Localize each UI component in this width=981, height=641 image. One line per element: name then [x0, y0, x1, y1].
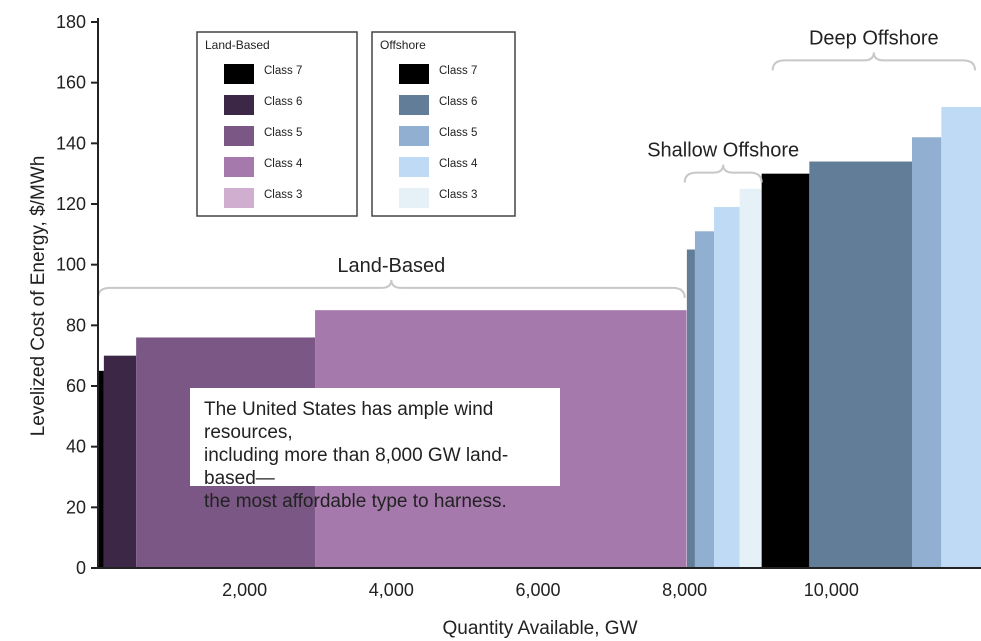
y-tick-label: 40 [66, 437, 86, 457]
legends-group: Land-Based Class 7 Class 6 Class 5 Class 4 Cl… [196, 31, 516, 217]
brace-shallow-offshore [683, 164, 763, 183]
legend-item-label: Class 6 [264, 96, 302, 108]
bar-deep-offshore-class-5 [912, 137, 942, 568]
bar-deep-offshore-class-4 [941, 106, 981, 568]
x-tick-label: 8,000 [662, 580, 707, 600]
legend-swatch [399, 95, 429, 115]
y-tick-label: 80 [66, 315, 86, 335]
group-label-land-based: Land-Based [337, 255, 445, 277]
legend-item-label: Class 5 [439, 127, 477, 139]
annotation-line-2: including more than 8,000 GW land-based— [204, 445, 509, 489]
legend-frame [371, 31, 516, 217]
legend-swatch [224, 126, 254, 146]
annotation-line-3: the most affordable type to harness. [204, 491, 507, 512]
legend-item-label: Class 7 [439, 65, 477, 77]
bar-shallow-offshore-class-3 [739, 188, 762, 569]
bar-deep-offshore-class-7 [761, 173, 810, 568]
legend-swatch [399, 157, 429, 177]
legend-frame [196, 31, 358, 217]
annotation-line-1: The United States has ample wind resourc… [204, 399, 494, 443]
x-tick-label: 10,000 [804, 580, 859, 600]
bar-deep-offshore-class-6 [809, 161, 912, 569]
x-tick-label: 6,000 [515, 580, 560, 600]
legend-swatch [399, 64, 429, 84]
x-tick-label: 4,000 [369, 580, 414, 600]
legend-land-based: Land-Based Class 7 Class 6 Class 5 Class 4 Cl… [196, 31, 358, 217]
y-axis-title: Levelized Cost of Energy, $/MWh [28, 156, 49, 437]
legend-swatch [224, 95, 254, 115]
legend-item-label: Class 3 [439, 189, 477, 201]
annotation-box: The United States has ample wind resourc… [190, 388, 560, 512]
bar-shallow-offshore-class-4 [714, 207, 740, 569]
bar-land-based-class-6 [103, 355, 137, 568]
legend-title: Land-Based [205, 38, 270, 52]
axes-group: 0 20 40 60 80 100 120 140 160 180 2,000 4,000 6,000 8… [56, 12, 981, 600]
bar-land-based-class-3 [686, 310, 688, 568]
bar-land-based-class-7 [98, 370, 104, 568]
y-tick-label: 180 [56, 12, 86, 32]
legend-item-label: Class 4 [264, 158, 303, 170]
legend-item-label: Class 7 [264, 65, 302, 77]
x-axis-title: Quantity Available, GW [442, 618, 637, 639]
legend-title: Offshore [380, 38, 426, 52]
brace-land-based [97, 279, 686, 298]
legend-swatch [224, 157, 254, 177]
brace-deep-offshore [771, 52, 976, 71]
legend-swatch [224, 188, 254, 208]
y-tick-label: 120 [56, 194, 86, 214]
legend-item-label: Class 3 [264, 189, 302, 201]
legend-item-label: Class 6 [439, 96, 477, 108]
y-tick-label: 140 [56, 133, 86, 153]
y-tick-label: 0 [76, 558, 86, 578]
legend-item-label: Class 5 [264, 127, 302, 139]
x-tick-label: 2,000 [222, 580, 267, 600]
legend-swatch [399, 188, 429, 208]
y-tick-label: 20 [66, 497, 86, 517]
legend-swatch [224, 64, 254, 84]
group-label-deep-offshore: Deep Offshore [809, 27, 939, 49]
y-tick-label: 60 [66, 376, 86, 396]
legend-item-label: Class 4 [439, 158, 478, 170]
legend-offshore: Offshore Class 7 Class 6 Class 5 Class 4 Clas… [371, 31, 516, 217]
y-tick-label: 160 [56, 73, 86, 93]
group-label-shallow-offshore: Shallow Offshore [647, 140, 799, 162]
bar-shallow-offshore-class-6 [686, 249, 695, 568]
legend-swatch [399, 126, 429, 146]
y-tick-label: 100 [56, 255, 86, 275]
bars-group [98, 106, 981, 569]
bar-shallow-offshore-class-5 [694, 231, 714, 569]
